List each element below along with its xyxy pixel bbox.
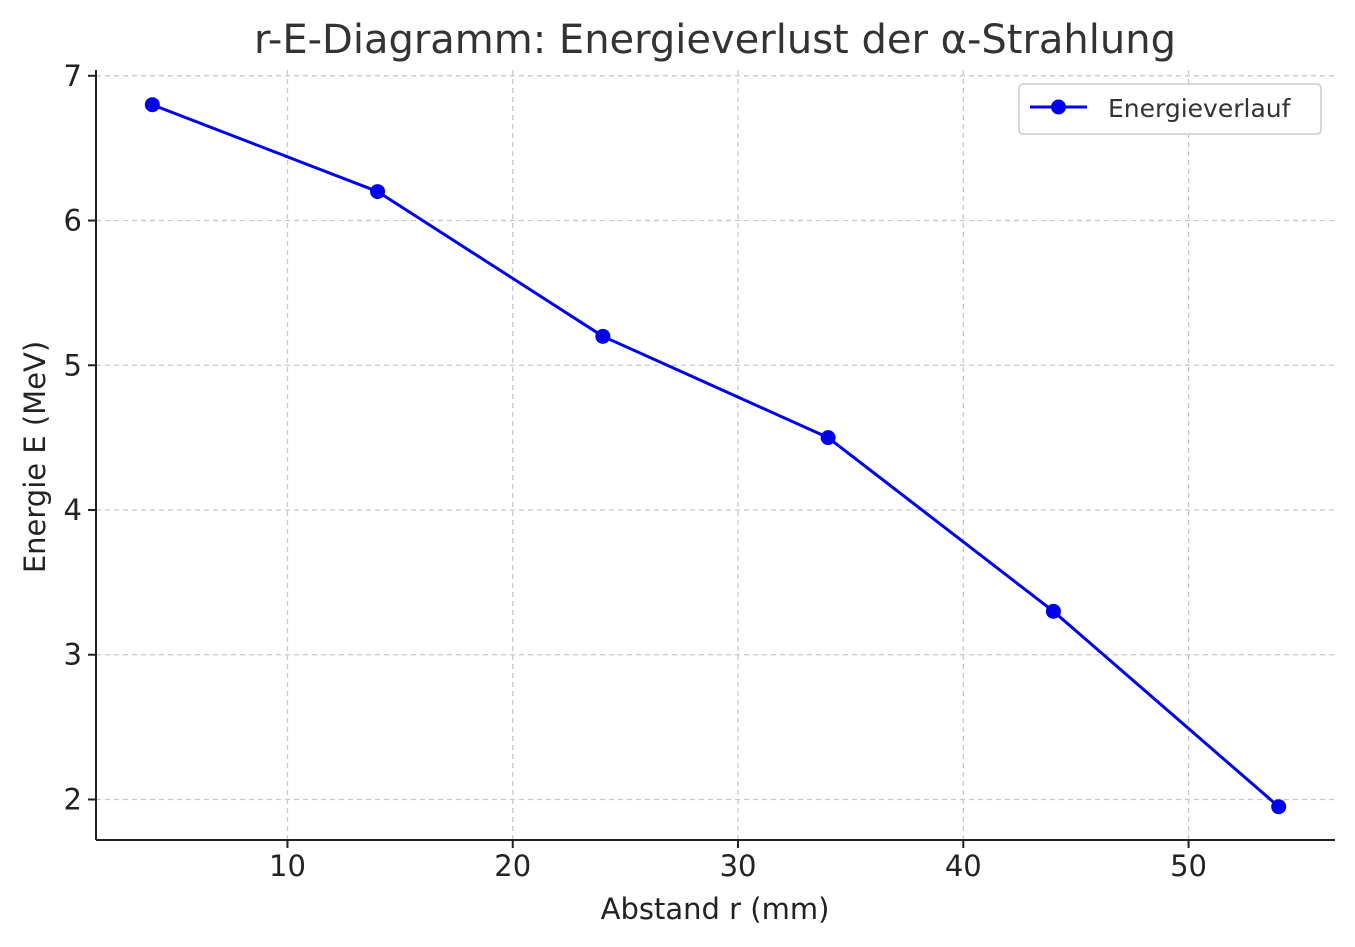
x-tick-label: 10 [269,849,306,883]
grid [96,70,1335,840]
y-tick-label: 2 [64,782,82,816]
data-point [1271,799,1287,815]
y-tick-label: 4 [64,493,82,527]
y-tick-label: 3 [64,638,82,672]
series-layer [144,97,1287,815]
x-tick-label: 40 [945,849,982,883]
legend-label-energieverlauf: Energieverlauf [1108,94,1292,123]
chart-title: r-E-Diagramm: Energieverlust der α-Strah… [254,17,1176,63]
series-0 [144,97,1287,815]
ticks: 10 20 30 40 50 2 3 4 5 6 7 [64,59,1207,883]
axes [95,70,1335,841]
y-tick-label: 6 [64,204,82,238]
data-point [144,97,160,113]
legend-marker-swatch [1051,99,1066,115]
data-point [370,184,386,200]
x-tick-label: 20 [494,849,531,883]
x-tick-label: 30 [720,849,757,883]
data-point [595,328,611,344]
data-point [1045,603,1061,619]
y-tick-label: 5 [64,348,82,382]
series-line [150,103,1281,809]
legend-box [1018,83,1322,135]
y-axis-label: Energie E (MeV) [18,341,52,573]
x-axis-label: Abstand r (mm) [601,892,830,926]
legend: Energieverlauf [1018,83,1322,135]
data-point [820,430,836,446]
x-tick-label: 50 [1170,849,1207,883]
y-tick-label: 7 [64,59,82,93]
